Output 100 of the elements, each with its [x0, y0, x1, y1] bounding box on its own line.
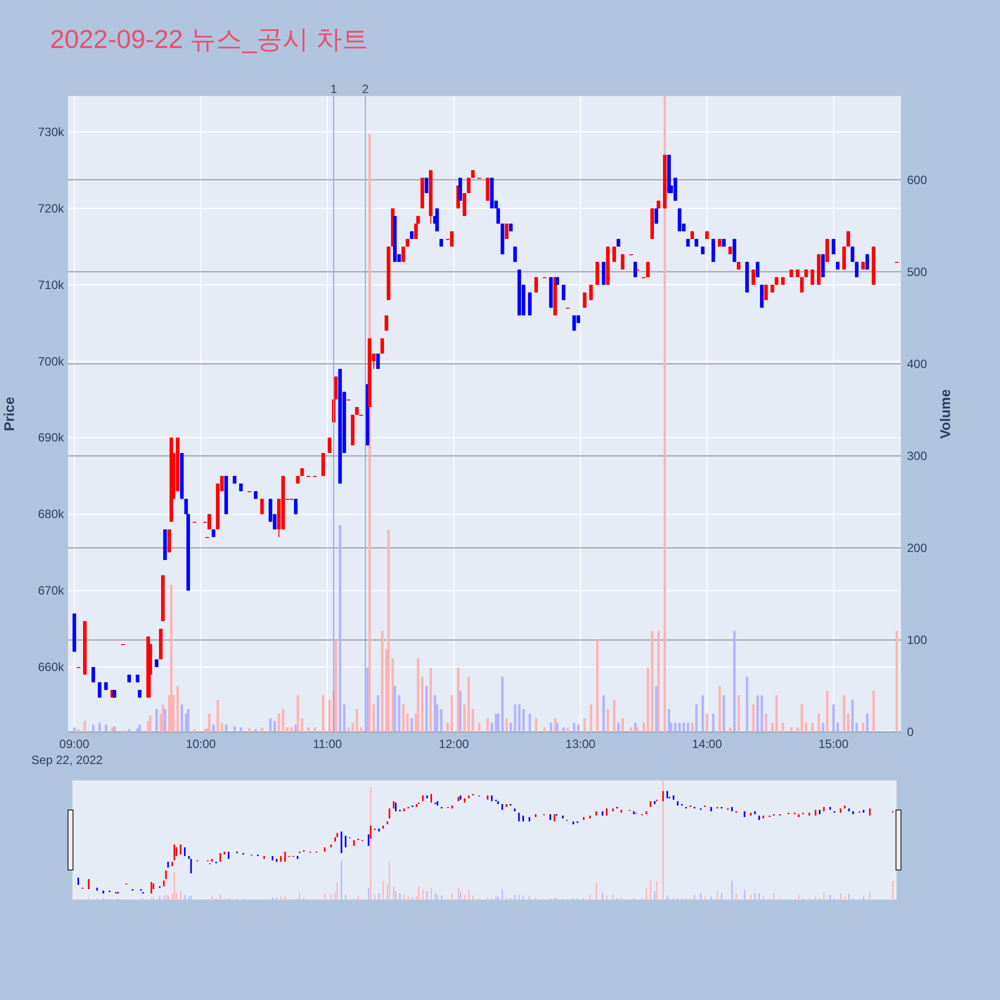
bar — [702, 695, 704, 732]
candlestick — [528, 292, 532, 316]
x-tick-label: 12:00 — [438, 737, 470, 751]
bar — [790, 727, 793, 732]
y-axis-title: Price — [1, 396, 17, 432]
bar — [577, 724, 580, 732]
bar — [691, 722, 694, 732]
bar — [356, 708, 358, 732]
candlestick — [620, 254, 624, 270]
bar — [695, 704, 698, 732]
candlestick — [850, 246, 854, 262]
y2-axis-title: Volume — [937, 389, 953, 439]
candlestick — [842, 246, 846, 270]
bar — [775, 695, 778, 732]
bar — [138, 724, 141, 732]
bar — [752, 704, 755, 732]
bar — [836, 722, 839, 732]
bar — [416, 658, 420, 732]
x-tick-label: 09:00 Sep 22, 2022 — [31, 737, 104, 767]
bar — [617, 722, 620, 732]
candlestick — [167, 528, 172, 553]
bar — [872, 690, 875, 732]
bar — [360, 727, 362, 732]
x-tick-label: 13:00 — [565, 737, 596, 751]
bar — [566, 727, 569, 732]
bar — [180, 704, 184, 732]
bar — [505, 718, 508, 732]
bar — [176, 686, 179, 732]
bar — [728, 727, 732, 732]
bar — [856, 722, 858, 732]
bar — [278, 714, 280, 732]
candlestick — [328, 437, 332, 454]
y-tick-label: 710k — [38, 278, 65, 292]
y-tick-label: 670k — [38, 584, 65, 598]
x-tick-label: 11:00 — [312, 737, 342, 751]
y2-tick-label: 600 — [907, 172, 928, 187]
bar — [543, 727, 546, 732]
bar — [456, 668, 460, 732]
bar — [314, 727, 316, 732]
bar — [381, 630, 384, 732]
candlestick — [732, 238, 736, 262]
bar — [155, 708, 158, 732]
y2-tick-label: 100 — [907, 632, 928, 647]
bar — [307, 727, 310, 732]
y-tick-label: 660k — [38, 660, 65, 674]
y-tick-label: 730k — [38, 124, 65, 139]
candlestick — [810, 269, 814, 286]
bar — [674, 722, 677, 732]
bar — [737, 695, 740, 732]
bar — [392, 658, 394, 732]
bar — [224, 724, 228, 732]
bar — [562, 727, 565, 732]
candlestick — [504, 223, 508, 240]
bar — [501, 676, 504, 732]
candlestick — [712, 238, 716, 262]
bar — [322, 695, 324, 732]
bar — [73, 727, 76, 732]
bar — [655, 686, 658, 732]
bar — [771, 722, 774, 732]
bar — [572, 722, 576, 732]
y-tick-label: 690k — [38, 430, 65, 445]
candlestick — [678, 208, 682, 232]
bar — [98, 722, 101, 732]
bar — [818, 714, 820, 732]
candlestick — [207, 514, 212, 530]
bar — [554, 718, 556, 732]
candlestick — [602, 261, 606, 286]
bar — [646, 668, 650, 732]
y2-tick-label: 400 — [907, 356, 928, 371]
bar — [733, 630, 736, 732]
y2-tick-label: 0 — [907, 725, 914, 739]
bar — [630, 727, 632, 732]
bar — [650, 630, 654, 732]
bar — [634, 722, 636, 732]
bar — [273, 720, 276, 732]
bar — [606, 708, 610, 732]
bar — [811, 722, 814, 732]
x-tick-label: 10:00 — [186, 737, 216, 751]
x-tick-label: 15:00 — [818, 737, 849, 751]
bar — [300, 718, 304, 732]
bar — [804, 722, 808, 732]
bar — [394, 686, 396, 732]
bar — [430, 668, 432, 732]
bar — [746, 676, 748, 732]
bar — [602, 695, 605, 732]
bar — [478, 722, 480, 732]
bar — [722, 695, 726, 732]
bar — [518, 704, 520, 732]
bar — [282, 708, 284, 732]
bar — [514, 704, 516, 732]
bar — [248, 728, 251, 732]
bar — [162, 704, 164, 732]
candlestick — [402, 246, 406, 262]
bar — [450, 695, 454, 732]
bar — [621, 718, 624, 732]
bar — [583, 718, 586, 732]
bar — [92, 724, 95, 732]
y-tick-label: 680k — [38, 507, 65, 522]
bar — [510, 722, 512, 732]
candlestick — [534, 276, 538, 293]
